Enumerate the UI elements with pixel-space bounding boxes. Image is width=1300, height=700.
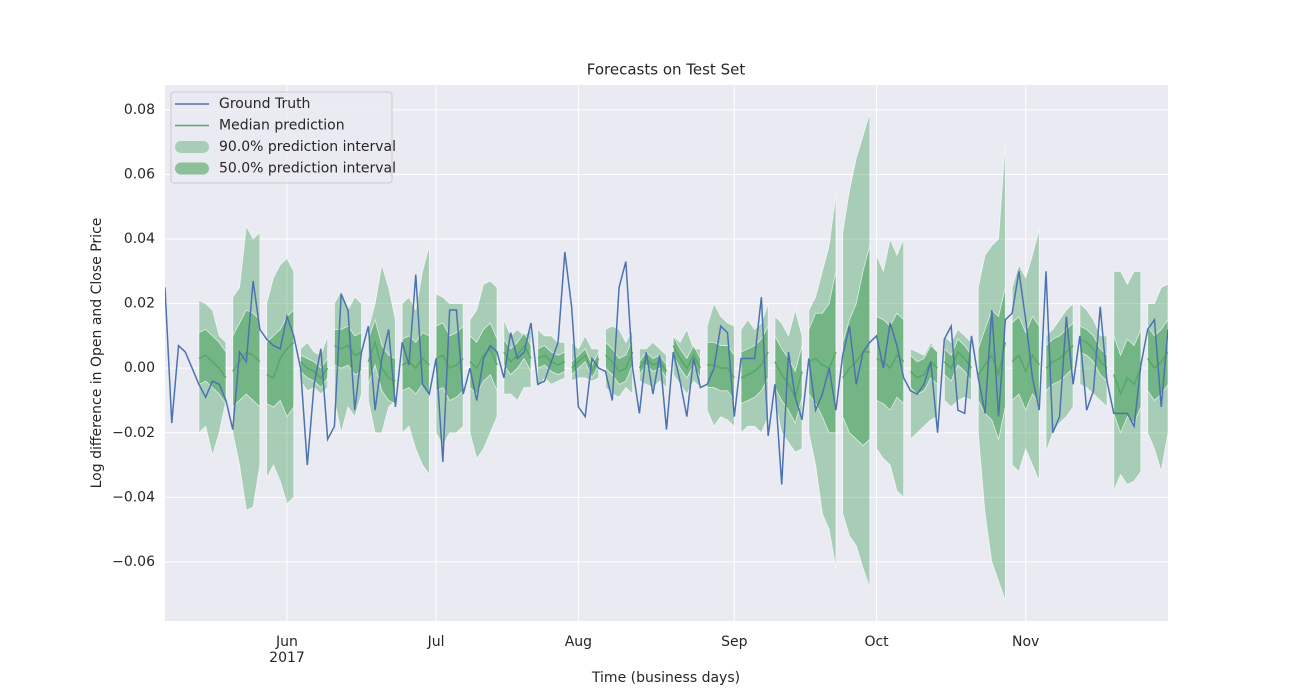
prediction-interval — [943, 338, 972, 383]
prediction-interval — [740, 326, 769, 405]
x-tick-label: Jun 2017 — [269, 634, 305, 666]
median-line — [842, 351, 870, 379]
y-axis-label: Log difference in Open and Close Price — [89, 218, 105, 489]
median-line — [435, 354, 464, 370]
y-tick-label: 0.00 — [124, 360, 155, 376]
median-line — [707, 364, 735, 379]
y-tick-label: 0.08 — [124, 102, 155, 118]
legend-label: Median prediction — [219, 118, 345, 134]
median-line — [909, 360, 939, 379]
median-line — [943, 350, 973, 370]
median-line — [367, 339, 396, 382]
median-line — [774, 361, 803, 400]
legend-label: 50.0% prediction interval — [219, 161, 396, 177]
y-tick-label: 0.04 — [124, 231, 155, 247]
x-axis-label: Time (business days) — [591, 670, 740, 686]
median-line — [401, 357, 430, 370]
legend-label: Ground Truth — [219, 96, 310, 112]
x-tick-label: Aug — [565, 634, 592, 650]
prediction-interval — [672, 335, 701, 379]
prediction-interval — [503, 331, 532, 376]
x-tick-label: Jul — [427, 634, 445, 650]
prediction-interval — [977, 287, 1006, 441]
y-tick-label: −0.04 — [112, 489, 155, 505]
median-line — [638, 357, 668, 372]
median-line — [604, 351, 634, 373]
y-tick-label: −0.06 — [112, 554, 155, 570]
prediction-interval — [266, 309, 295, 418]
prediction-interval — [842, 245, 871, 447]
y-tick-label: 0.02 — [124, 296, 155, 312]
legend-swatch — [175, 141, 209, 153]
axes: −0.06 −0.04 −0.02 0.00 0.02 0.04 0.06 0.08 Jun 20… — [112, 102, 1039, 666]
series-line — [165, 251, 1168, 485]
prediction-interval — [1113, 329, 1142, 434]
median-line — [977, 342, 1007, 378]
prediction-interval — [910, 344, 938, 395]
legend-swatch — [175, 162, 209, 175]
y-tick-label: −0.02 — [112, 425, 155, 441]
prediction-interval — [808, 271, 837, 434]
median-line — [672, 345, 702, 370]
x-tick-label: Oct — [864, 634, 889, 650]
legend-box — [170, 91, 393, 184]
prediction-interval — [876, 312, 905, 411]
prediction-interval — [774, 335, 803, 425]
legend-label: 90.0% prediction interval — [219, 139, 396, 155]
chart-title: Forecasts on Test Set — [587, 61, 746, 79]
y-tick-label: 0.06 — [124, 166, 155, 182]
median-line — [232, 351, 261, 372]
median-line — [1079, 338, 1108, 369]
median-line — [469, 347, 498, 370]
median-line — [740, 351, 769, 379]
prediction-interval — [334, 325, 362, 376]
legend: Ground Truth Median prediction 90.0% predi… — [170, 91, 396, 184]
median-line — [266, 341, 295, 379]
x-tick-label: Sep — [721, 634, 748, 650]
plot-marks — [165, 112, 1168, 601]
median-line — [1113, 367, 1142, 397]
median-line — [503, 344, 532, 363]
median-line — [808, 351, 837, 370]
x-tick-label: Nov — [1012, 634, 1039, 650]
median-line — [1011, 353, 1040, 374]
median-line — [198, 354, 227, 379]
